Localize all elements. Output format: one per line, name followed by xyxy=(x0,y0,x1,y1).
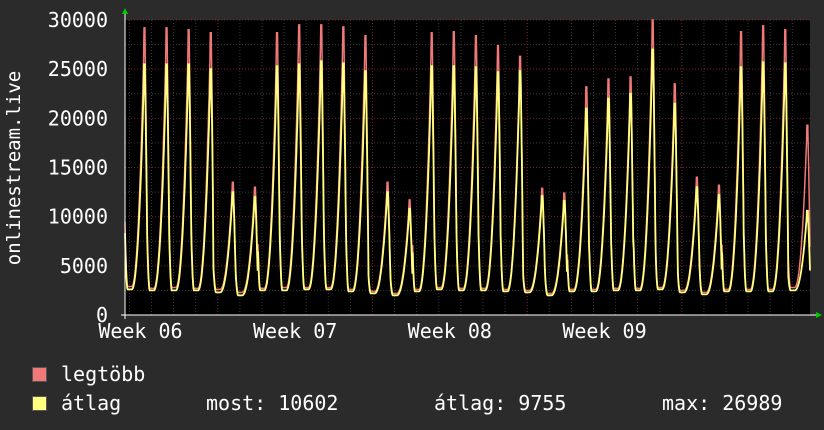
legend-swatch-avg xyxy=(32,395,47,411)
y-tick-label: 5000 xyxy=(60,254,108,278)
legend-swatch-max xyxy=(32,366,47,382)
x-tick-labels: Week 06 Week 07 Week 08 Week 09 xyxy=(98,319,646,343)
series-avg-line xyxy=(124,48,811,297)
stat-maximum: max: 26989 xyxy=(662,391,783,415)
legend-label-max: legtöbb xyxy=(61,362,146,386)
x-tick-label: Week 07 xyxy=(253,319,337,343)
axes xyxy=(121,8,822,319)
legend-row-avg: átlag most: 10602 átlag: 9755 max: 26989 xyxy=(32,391,824,415)
x-tick-label: Week 09 xyxy=(562,319,646,343)
x-tick-label: Week 06 xyxy=(98,319,182,343)
legend-label-avg: átlag xyxy=(61,391,122,415)
y-tick-label: 0 xyxy=(96,303,108,327)
y-tick-label: 15000 xyxy=(48,156,108,180)
x-axis-arrow xyxy=(816,312,822,318)
y-tick-label: 30000 xyxy=(48,8,108,32)
y-tick-label: 10000 xyxy=(48,205,108,229)
grid xyxy=(125,19,810,315)
y-axis-label: onlinestream.live xyxy=(3,71,25,265)
x-tick-label: Week 08 xyxy=(408,319,492,343)
stat-average: átlag: 9755 xyxy=(434,391,567,415)
y-tick-label: 25000 xyxy=(48,57,108,81)
stat-current: most: 10602 xyxy=(206,391,339,415)
legend-row-max: legtöbb xyxy=(32,362,145,386)
y-tick-label: 20000 xyxy=(48,106,108,130)
y-tick-labels: 0 5000 10000 15000 20000 25000 30000 xyxy=(48,8,108,327)
y-axis-arrow xyxy=(122,8,128,14)
